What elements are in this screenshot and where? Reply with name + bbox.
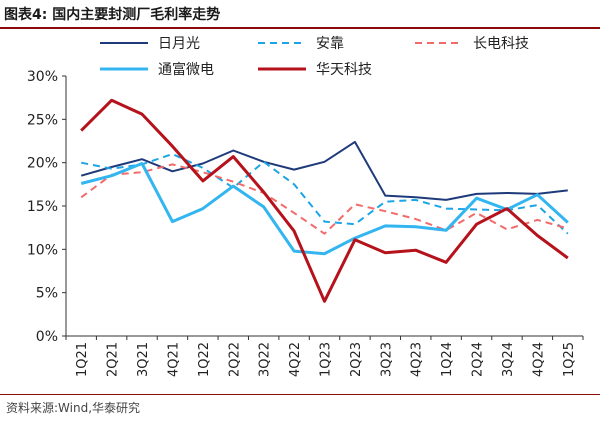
x-tick-label: 4Q22 (288, 342, 303, 377)
legend-label: 长电科技 (473, 36, 529, 52)
series-line-2 (81, 153, 569, 235)
x-tick-label: 3Q24 (501, 342, 516, 377)
source-divider (0, 394, 600, 395)
series-line-3 (80, 163, 569, 235)
legend-label: 日月光 (158, 36, 200, 52)
x-tick-label: 3Q21 (136, 342, 151, 377)
x-tick-label: 2Q22 (227, 342, 242, 377)
x-tick-label: 2Q23 (349, 342, 364, 377)
y-tick-label: 20% (27, 156, 58, 172)
chart-plot-area (80, 98, 569, 303)
x-tick-label: 1Q21 (75, 342, 90, 377)
y-tick-label: 25% (27, 112, 58, 128)
x-tick-label: 1Q23 (319, 342, 334, 377)
series-line-5 (80, 98, 569, 303)
x-tick-label: 1Q22 (197, 342, 212, 377)
x-tick-label: 4Q21 (166, 342, 181, 377)
x-tick-label: 2Q24 (471, 342, 486, 377)
x-tick-label: 4Q23 (410, 342, 425, 377)
x-tick-label: 3Q22 (258, 342, 273, 377)
x-tick-label: 4Q24 (531, 342, 546, 377)
source-note: 资料来源:Wind,华泰研究 (6, 401, 141, 415)
y-tick-label: 10% (27, 242, 58, 258)
figure-header: 图表4: 国内主要封测厂毛利率走势 (0, 0, 600, 30)
chart-axes: 0% 5% 10% 15% 20% 25% 30% 1Q21 2Q21 3Q21 4Q21 1Q22 2… (27, 69, 584, 377)
y-tick-label: 5% (36, 286, 58, 302)
series-line-1 (80, 140, 568, 201)
y-tick-label: 15% (27, 199, 58, 215)
x-tick-label: 2Q21 (106, 342, 121, 377)
x-tick-label: 3Q23 (379, 342, 394, 377)
series-line-4 (80, 162, 569, 256)
title-divider (0, 27, 600, 29)
legend-label: 华天科技 (316, 62, 372, 78)
figure-title: 图表4: 国内主要封测厂毛利率走势 (4, 7, 221, 23)
x-tick-label: 1Q25 (562, 342, 577, 377)
legend-label: 安靠 (316, 36, 344, 52)
y-tick-label: 0% (36, 329, 58, 345)
x-tick-label: 1Q24 (440, 342, 455, 377)
y-tick-label: 30% (27, 69, 58, 85)
legend-label: 通富微电 (158, 61, 214, 78)
